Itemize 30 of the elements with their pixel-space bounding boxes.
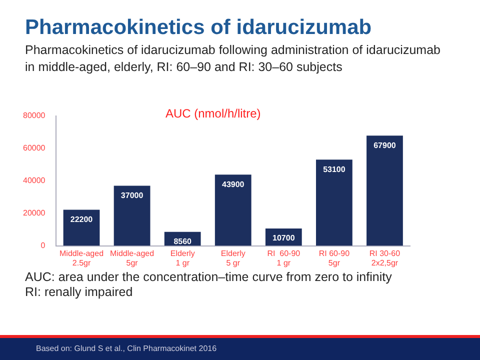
x-tick-label: Elderly 5 gr: [220, 248, 246, 268]
y-tick-label: 20000: [22, 208, 46, 218]
data-label: 37000: [120, 190, 144, 200]
bar: [214, 174, 252, 246]
data-label: 10700: [272, 234, 296, 243]
data-label: 67900: [374, 140, 396, 150]
x-tick-label: RI 30-60 2x2,5gr: [369, 248, 401, 268]
y-tick-label: 40000: [22, 176, 46, 186]
y-tick-label: 0: [40, 241, 46, 250]
bar: [366, 136, 403, 246]
bar: [316, 160, 352, 246]
data-label: 53100: [323, 164, 346, 174]
y-tick-label: 80000: [22, 111, 46, 120]
data-label: 43900: [222, 180, 245, 189]
text: RI: renally impaired: [25, 285, 134, 300]
x-tick-label: RI 60-90 1 gr: [267, 248, 301, 268]
x-tick-label: RI 60-90 5gr: [318, 248, 350, 268]
y-tick-label: 60000: [22, 144, 46, 153]
bar: [114, 186, 150, 246]
x-tick-label: Elderly 1 gr: [170, 248, 195, 268]
data-label: 22200: [70, 214, 94, 224]
data-label: 8560: [174, 237, 192, 246]
text: Based on: Glund S et al., Clin Pharmacokinet 2016: [36, 344, 217, 353]
bar: [63, 210, 100, 246]
text: AUC: area under the concentration–time curve from zero to infinity: [25, 270, 392, 285]
y-axis-title: AUC (nmol/h/litre): [165, 106, 261, 120]
x-tick-label: Middle-aged 2.5gr: [60, 248, 104, 268]
chart-title: Pharmacokinetics of idarucizumab: [25, 16, 372, 40]
x-tick-label: Middle-aged 5gr: [110, 248, 154, 268]
chart-subtitle: Pharmacokinetics of idarucizumab following administration of idarucizumab in middle-aged, elderly, RI: 60–90 and RI: 30–60 subjects: [25, 42, 442, 76]
